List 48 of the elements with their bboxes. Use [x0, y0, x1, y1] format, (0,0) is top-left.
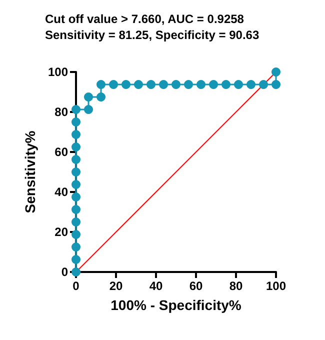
point [72, 142, 80, 152]
point [84, 105, 93, 114]
point [159, 80, 168, 89]
point [72, 218, 80, 226]
chart-title: Cut off value > 7.660, AUC = 0.9258 [45, 12, 244, 26]
x-tick-label: 0 [72, 279, 80, 293]
point [72, 230, 80, 239]
point [72, 192, 80, 202]
point [72, 242, 80, 252]
point [259, 80, 268, 89]
point [272, 68, 280, 76]
y-tick-label: 40 [54, 185, 68, 199]
point [72, 180, 80, 189]
point [72, 168, 80, 176]
y-tick-label: 0 [61, 265, 68, 279]
y-axis-title: Sensitivity% [22, 130, 38, 214]
point [72, 255, 80, 264]
point [122, 80, 130, 89]
x-axis-title: 100% - Specificity% [110, 297, 242, 313]
point [272, 80, 280, 89]
chart-subtitle: Sensitivity = 81.25, Specificity = 90.63 [45, 28, 260, 42]
y-tick-label: 20 [54, 225, 68, 239]
y-tick-label: 100 [48, 65, 68, 79]
point [196, 80, 206, 89]
point [96, 80, 106, 89]
x-tick-label: 40 [149, 279, 163, 293]
y-tick-label: 60 [54, 145, 68, 159]
x-tick-label: 60 [189, 279, 203, 293]
point [146, 80, 156, 89]
y-tick-label: 80 [54, 105, 68, 119]
x-tick-label: 100 [266, 279, 286, 293]
point [84, 92, 93, 102]
point [72, 130, 80, 139]
point [222, 80, 230, 89]
x-tick-label: 20 [109, 279, 123, 293]
point [72, 155, 80, 164]
point [209, 80, 218, 89]
point [109, 80, 118, 89]
point [72, 105, 80, 114]
point [234, 80, 243, 89]
point [96, 92, 106, 102]
point [184, 80, 193, 89]
x-tick-label: 80 [229, 279, 243, 293]
point [134, 80, 143, 89]
point [72, 205, 80, 214]
point [246, 80, 256, 89]
point [72, 118, 80, 126]
point [172, 80, 180, 89]
